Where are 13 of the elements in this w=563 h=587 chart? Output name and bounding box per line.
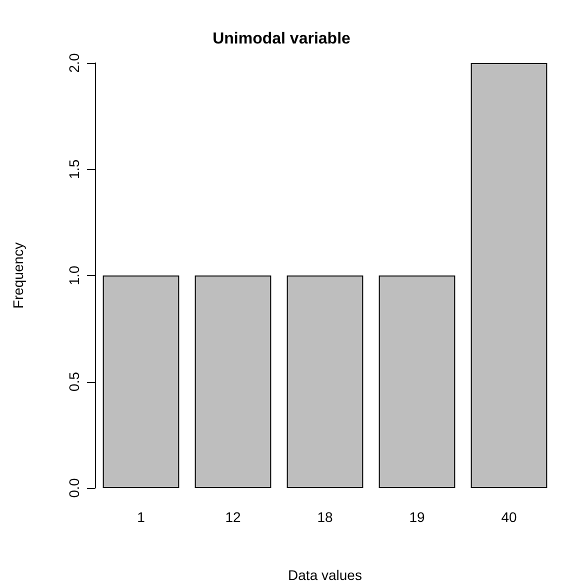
y-axis-title: Frequency — [10, 242, 26, 309]
y-tick-label: 0.0 — [66, 478, 82, 498]
chart-title: Unimodal variable — [212, 30, 351, 48]
y-tick-label: 2.0 — [66, 53, 82, 73]
y-tick-label: 1.5 — [66, 159, 82, 179]
x-tick-label: 40 — [501, 509, 517, 525]
x-tick-label: 12 — [225, 509, 241, 525]
x-tick-label: 19 — [409, 509, 425, 525]
y-tick-label: 0.5 — [66, 372, 82, 392]
y-tick-label: 1.0 — [66, 266, 82, 286]
x-tick-label: 18 — [317, 509, 333, 525]
x-axis-title: Data values — [288, 567, 362, 583]
x-tick-label: 1 — [137, 509, 146, 525]
